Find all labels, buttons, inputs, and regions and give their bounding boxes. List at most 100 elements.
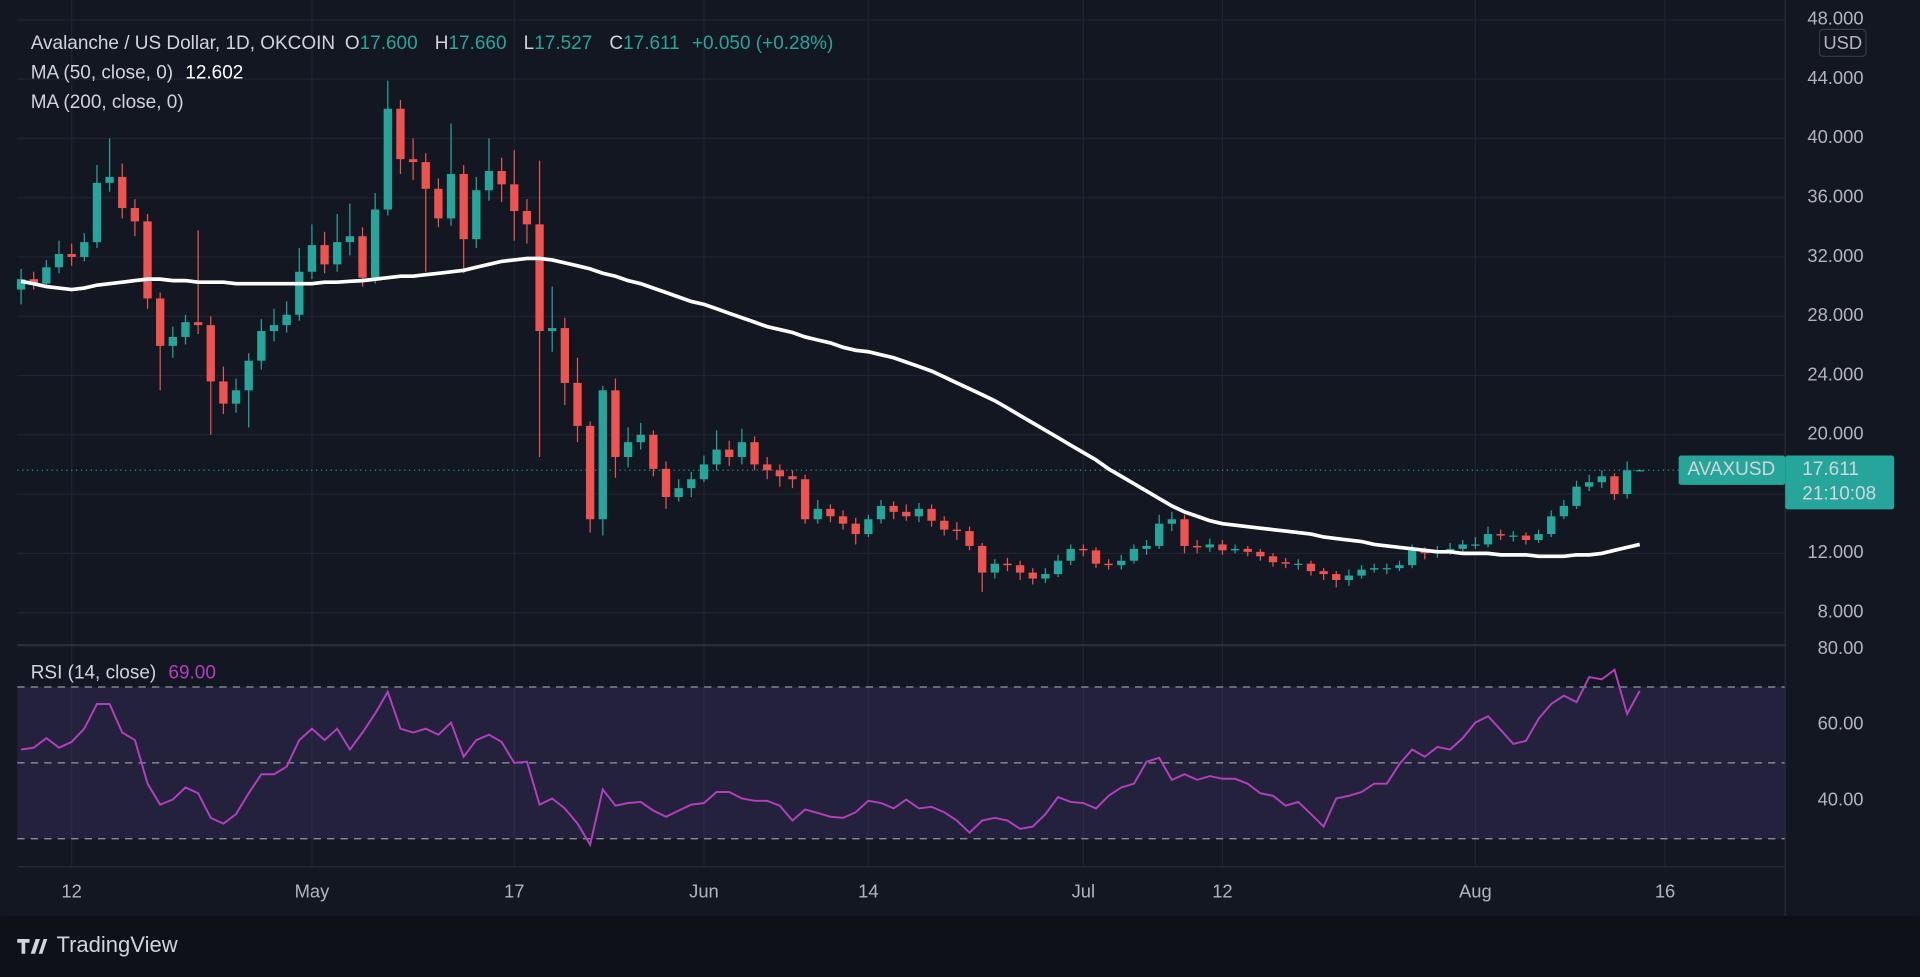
candle-body — [383, 108, 392, 210]
candle-body — [611, 390, 620, 458]
candle-body — [1509, 535, 1518, 537]
ma50-line — [20, 256, 1641, 559]
rsi-name: RSI (14, close) — [31, 662, 156, 683]
candle-body — [80, 242, 89, 257]
price-label-box — [1785, 455, 1895, 510]
candle-body — [699, 464, 709, 480]
candle-body — [370, 209, 380, 278]
candle-body — [1053, 560, 1063, 575]
candle-body — [320, 245, 329, 265]
candle-body — [990, 563, 999, 573]
candle-body — [750, 442, 759, 465]
rsi-pane — [17, 668, 1786, 848]
candle-body — [1572, 486, 1581, 506]
candle-body — [965, 531, 974, 546]
rsi-band — [17, 686, 1786, 839]
rsi-line — [20, 668, 1641, 848]
candle-body — [510, 184, 519, 212]
candle-body — [1559, 505, 1569, 517]
symbol-title: Avalanche / US Dollar, 1D, OKCOIN — [31, 33, 335, 54]
ohlc-value: 17.611 — [623, 33, 680, 54]
candle-body — [1155, 523, 1164, 546]
candle-body — [484, 171, 494, 191]
candle-body — [902, 511, 911, 517]
candle-body — [358, 236, 367, 278]
candle-body — [1370, 568, 1379, 570]
y-tick-label: 32.000 — [1807, 245, 1863, 266]
candle-body — [282, 314, 291, 326]
candle-body — [92, 182, 102, 243]
axes: 12May17Jun14Jul12Aug168.00012.00016.0002… — [61, 8, 1895, 901]
ma50-legend: MA (50, close, 0) 12.602 — [31, 62, 244, 83]
candle-body — [1382, 568, 1392, 570]
candle-body — [687, 479, 696, 489]
y-tick-label: 12.000 — [1807, 541, 1863, 562]
y-tick-label: 48.000 — [1807, 8, 1863, 29]
candle-body — [1610, 476, 1619, 495]
candle-body — [1142, 545, 1151, 549]
x-tick-label: 16 — [1655, 880, 1675, 901]
ohlc-key: C — [609, 33, 623, 54]
candle-body — [434, 188, 443, 219]
candle-body — [775, 470, 784, 477]
candle-body — [1344, 575, 1354, 581]
candle-body — [940, 520, 949, 530]
candle-body — [712, 449, 721, 465]
candle-body — [978, 545, 987, 573]
candle-body — [168, 336, 177, 346]
candle-body — [636, 434, 645, 443]
rsi-tick-label: 80.00 — [1818, 637, 1864, 658]
candle-body — [1028, 572, 1037, 579]
candle-body — [598, 390, 607, 520]
x-tick-label: 12 — [61, 880, 81, 901]
ohlc-value: 17.660 — [449, 33, 507, 54]
price-label: 17.611 — [1802, 459, 1859, 480]
candle-body — [864, 519, 873, 535]
brand-name: TradingView — [56, 932, 177, 957]
candle-body — [763, 464, 772, 471]
y-tick-label: 36.000 — [1807, 186, 1863, 207]
candle-body — [54, 253, 64, 268]
candle-body — [16, 279, 26, 290]
footer-bar — [0, 915, 1920, 977]
brand: TradingView — [17, 932, 178, 957]
candle-body — [1585, 482, 1594, 487]
candle-body — [118, 176, 127, 209]
x-tick-label: 14 — [858, 880, 878, 901]
rsi-tick-label: 40.00 — [1818, 789, 1864, 810]
y-tick-label: 20.000 — [1807, 423, 1863, 444]
candle-body — [800, 479, 810, 520]
candle-body — [661, 468, 671, 498]
candle-body — [1458, 544, 1467, 549]
candle-body — [67, 253, 76, 257]
candle-body — [472, 190, 481, 240]
candle-body — [573, 382, 582, 426]
candle-body — [307, 245, 317, 272]
candle-body — [548, 328, 557, 332]
candle-body — [1192, 545, 1202, 548]
candle-body — [206, 325, 215, 382]
x-tick-label: Jul — [1072, 880, 1095, 901]
candle-body — [1471, 544, 1480, 546]
price-pane — [16, 80, 1786, 592]
candle-body — [1332, 574, 1341, 581]
candle-body — [1622, 470, 1632, 495]
currency-badge[interactable] — [1818, 28, 1867, 57]
candle-body — [1407, 550, 1417, 566]
candle-body — [1357, 569, 1366, 576]
candle-body — [42, 267, 51, 284]
candle-body — [725, 449, 734, 458]
candle-body — [649, 434, 658, 469]
candle-body — [1167, 519, 1177, 524]
candle-body — [181, 322, 190, 337]
candle-body — [1041, 574, 1050, 579]
candle-body — [1521, 535, 1531, 540]
change: +0.050 (+0.28%) — [692, 33, 833, 54]
candle-body — [952, 529, 962, 532]
candle-body — [269, 325, 279, 332]
candle-body — [1547, 516, 1556, 535]
ohlc-key: H — [435, 33, 449, 54]
y-tick-label: 44.000 — [1807, 67, 1863, 88]
